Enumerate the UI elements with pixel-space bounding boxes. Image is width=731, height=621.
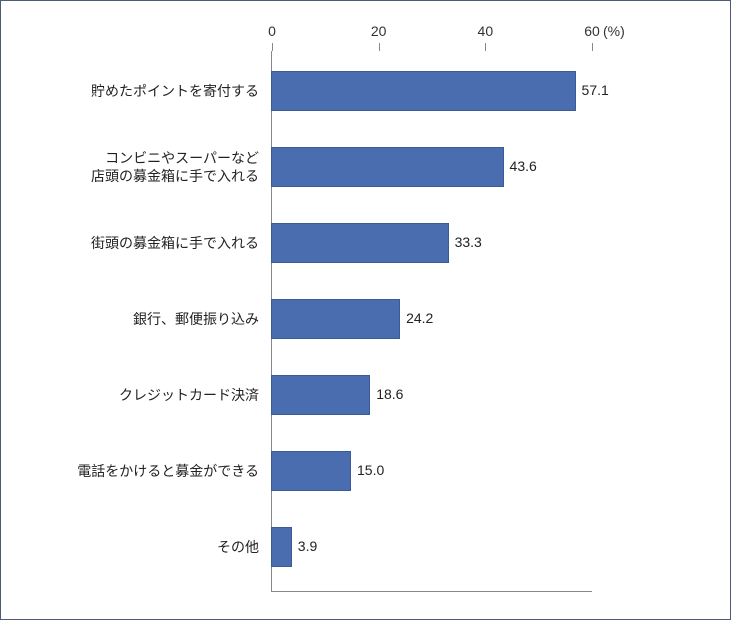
- value-label: 43.6: [510, 158, 537, 174]
- value-label: 57.1: [582, 82, 609, 98]
- unit-label: (%): [603, 23, 625, 39]
- x-tick: [379, 43, 380, 51]
- category-label: 銀行、郵便振り込み: [9, 310, 259, 328]
- x-tick: [592, 43, 593, 51]
- category-label: 貯めたポイントを寄付する: [9, 82, 259, 100]
- value-label: 18.6: [376, 386, 403, 402]
- value-label: 24.2: [406, 310, 433, 326]
- value-label: 15.0: [357, 462, 384, 478]
- x-tick: [485, 43, 486, 51]
- bar: [271, 147, 504, 187]
- category-label: 電話をかけると募金ができる: [9, 462, 259, 480]
- category-label: その他: [9, 538, 259, 556]
- bar: [271, 299, 400, 339]
- bar: [271, 527, 292, 567]
- bar: [271, 451, 351, 491]
- value-label: 33.3: [455, 234, 482, 250]
- x-tick-label: 20: [371, 23, 387, 39]
- category-label: 街頭の募金箱に手で入れる: [9, 234, 259, 252]
- bar: [271, 71, 576, 111]
- x-tick-label: 60: [584, 23, 600, 39]
- value-label: 3.9: [298, 538, 317, 554]
- bar: [271, 375, 370, 415]
- bar-chart: 0 20 40 60 (%) 貯めたポイントを寄付する 57.1 コンビニやスーパーなど …: [1, 1, 731, 621]
- category-label: クレジットカード決済: [9, 386, 259, 404]
- x-tick-label: 40: [478, 23, 494, 39]
- x-tick: [272, 43, 273, 51]
- chart-frame: 0 20 40 60 (%) 貯めたポイントを寄付する 57.1 コンビニやスーパーなど …: [0, 0, 731, 620]
- x-tick-label: 0: [268, 23, 276, 39]
- bar: [271, 223, 449, 263]
- category-label: コンビニやスーパーなど 店頭の募金箱に手で入れる: [9, 149, 259, 185]
